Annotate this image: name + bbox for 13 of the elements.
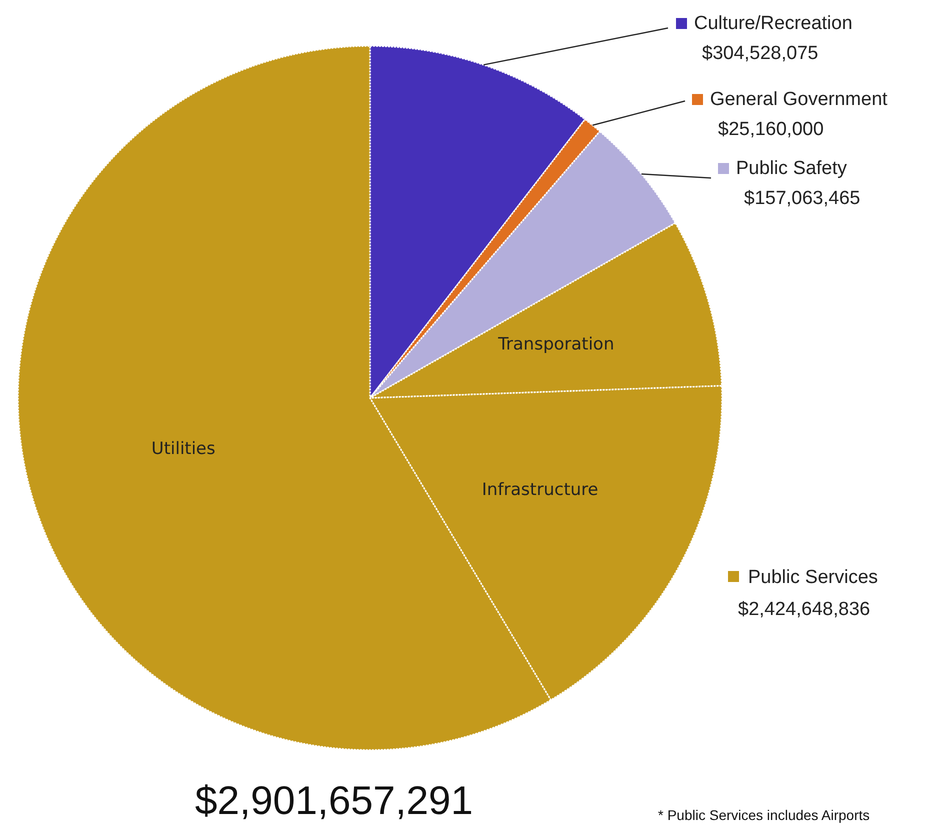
data-label: $25,160,000	[718, 119, 824, 140]
slice-label: Utilities	[151, 439, 216, 460]
legend-label: Culture/Recreation	[694, 13, 852, 34]
slice-label: Infrastructure	[482, 480, 598, 500]
legend-label: General Government	[710, 89, 888, 110]
data-label: $304,528,075	[702, 43, 818, 64]
legend-label: Public Safety	[736, 158, 848, 179]
text: $2,424,648,836	[738, 599, 870, 620]
text: $2,901,657,291	[195, 779, 474, 823]
text: * Public Services includes Airports	[658, 807, 870, 823]
data-label: $157,063,465	[744, 188, 860, 209]
slice-label: Transporation	[497, 334, 614, 355]
text: Public Services	[748, 567, 878, 588]
